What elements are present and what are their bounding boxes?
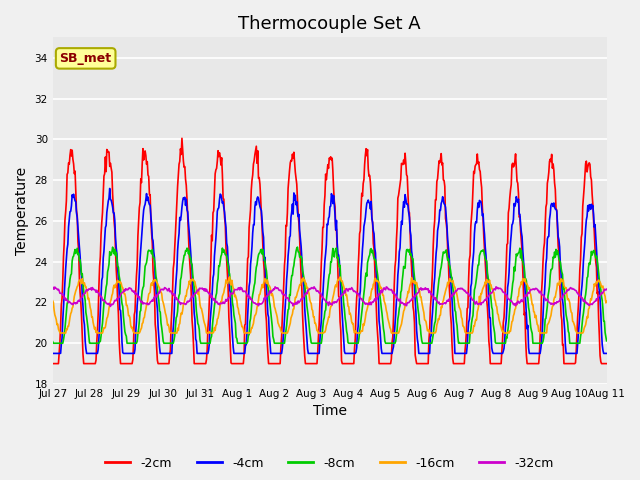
-8cm — [388, 340, 396, 346]
-2cm — [178, 135, 186, 141]
-2cm — [244, 256, 252, 262]
-2cm — [49, 361, 56, 367]
-2cm — [419, 361, 426, 367]
-4cm — [419, 350, 426, 356]
-32cm — [107, 303, 115, 309]
-32cm — [387, 287, 395, 292]
-2cm — [603, 361, 611, 367]
Line: -8cm: -8cm — [52, 247, 607, 343]
-4cm — [49, 350, 56, 356]
-8cm — [216, 258, 224, 264]
-8cm — [265, 288, 273, 294]
-2cm — [265, 361, 273, 367]
-32cm — [216, 300, 224, 306]
Line: -2cm: -2cm — [52, 138, 607, 364]
-16cm — [216, 302, 224, 308]
-16cm — [603, 299, 611, 304]
-4cm — [106, 186, 113, 192]
-2cm — [114, 298, 122, 303]
-32cm — [419, 286, 426, 291]
Text: SB_met: SB_met — [60, 52, 112, 65]
Legend: -2cm, -4cm, -8cm, -16cm, -32cm: -2cm, -4cm, -8cm, -16cm, -32cm — [100, 452, 559, 475]
Line: -4cm: -4cm — [52, 189, 607, 353]
Y-axis label: Temperature: Temperature — [15, 167, 29, 255]
-8cm — [294, 244, 301, 250]
-32cm — [265, 292, 273, 298]
-8cm — [115, 264, 122, 270]
-8cm — [419, 340, 427, 346]
-4cm — [603, 350, 611, 356]
-16cm — [266, 283, 273, 289]
-32cm — [603, 286, 611, 292]
-2cm — [216, 154, 224, 159]
-32cm — [115, 295, 122, 301]
-16cm — [419, 306, 427, 312]
-4cm — [216, 191, 224, 197]
-32cm — [244, 293, 252, 299]
-16cm — [57, 330, 65, 336]
-8cm — [49, 339, 56, 345]
Title: Thermocouple Set A: Thermocouple Set A — [238, 15, 421, 33]
Line: -16cm: -16cm — [52, 277, 607, 333]
-8cm — [603, 338, 611, 344]
-32cm — [492, 284, 500, 290]
-16cm — [115, 279, 122, 285]
-32cm — [49, 286, 56, 292]
X-axis label: Time: Time — [312, 405, 347, 419]
-4cm — [265, 314, 273, 320]
-4cm — [244, 313, 252, 319]
Line: -32cm: -32cm — [52, 287, 607, 306]
-8cm — [244, 339, 252, 345]
-16cm — [226, 274, 234, 280]
-8cm — [49, 340, 57, 346]
-16cm — [388, 330, 396, 336]
-16cm — [244, 330, 252, 336]
-4cm — [387, 350, 395, 356]
-16cm — [49, 298, 56, 304]
-2cm — [387, 356, 395, 362]
-4cm — [115, 274, 122, 280]
